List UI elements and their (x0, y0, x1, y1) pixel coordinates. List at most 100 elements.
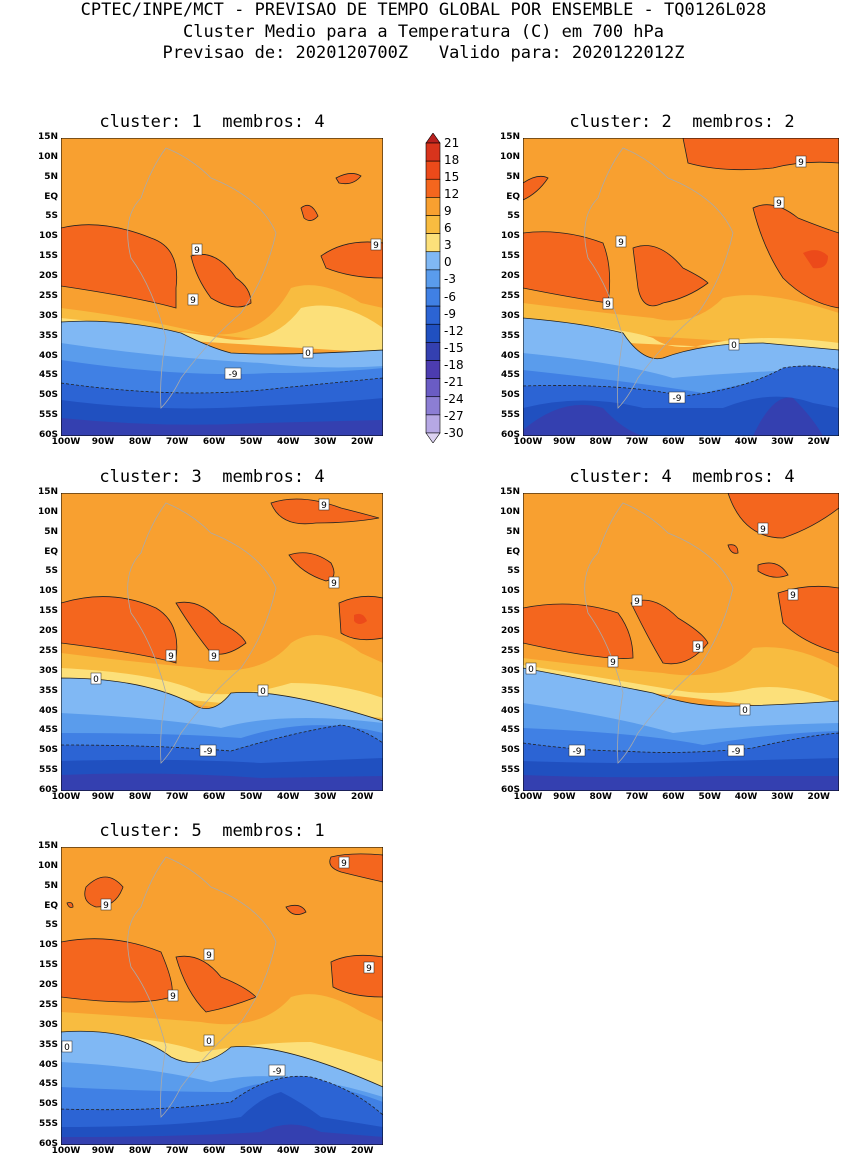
lat-tick-label: 25S (38, 999, 58, 1010)
lon-tick-label: 80W (589, 792, 612, 802)
lon-tick-label: 60W (202, 437, 226, 447)
lat-tick-label: 30S (500, 665, 520, 676)
contour-label-text: -9 (673, 394, 682, 404)
lon-tick-label: 80W (589, 437, 612, 447)
lon-tick-label: 80W (128, 792, 152, 802)
lat-tick-label: EQ (44, 191, 58, 202)
contour-label-text: 0 (260, 687, 266, 697)
lat-tick-label: 20S (38, 271, 58, 282)
contour-label-1 (191, 243, 203, 256)
lat-tick-label: 15N (37, 841, 58, 851)
lat-tick-label: 5S (507, 566, 520, 577)
map-plot: 9 9 9 9 9 0 0 -9 -9 (523, 493, 839, 791)
lat-tick-label: 35S (500, 685, 520, 696)
lon-tick-label: 20W (351, 792, 374, 802)
contour-label-text: 9 (321, 501, 327, 511)
panel-cluster-2: cluster: 2 membros: 2 9 9 9 9 0 -9 (493, 112, 843, 447)
contour-label-text: 9 (103, 901, 109, 911)
colorbar-swatch (425, 360, 441, 379)
lon-tick-label: 90W (553, 792, 576, 802)
lat-tick-label: 55S (500, 765, 520, 776)
lat-tick-label: 30S (500, 310, 520, 321)
lat-tick-label: 45S (38, 725, 58, 736)
panel-title: cluster: 1 membros: 4 (99, 112, 325, 132)
lat-tick-label: 45S (500, 725, 520, 736)
colorbar-swatch (425, 178, 441, 198)
colorbar-swatch (425, 396, 441, 416)
lon-tick-label: 40W (276, 1146, 300, 1156)
lon-tick-label: 20W (807, 437, 830, 447)
lon-tick-label: 70W (625, 792, 649, 802)
lat-tick-label: 50S (38, 745, 58, 756)
lon-tick-label: 60W (662, 437, 685, 447)
lat-tick-label: 60S (500, 785, 520, 795)
lat-tick-label: 10S (38, 586, 58, 597)
lat-tick-label: 35S (500, 330, 520, 341)
map-plot: 9 9 9 0 -9 (61, 138, 383, 436)
lat-tick-label: 40S (38, 705, 58, 716)
lat-tick-label: 5S (45, 211, 58, 222)
lon-tick-label: 100W (51, 1146, 81, 1156)
lat-tick-label: 10S (500, 586, 520, 597)
lat-tick-label: 5N (44, 526, 58, 537)
lat-tick-label: 5N (506, 171, 520, 182)
contour-label-text: 0 (93, 675, 99, 685)
panel-title: cluster: 4 membros: 4 (569, 467, 795, 487)
lat-tick-label: 30S (38, 665, 58, 676)
lat-tick-label: 25S (500, 290, 520, 301)
lon-tick-label: 100W (513, 437, 543, 447)
lat-tick-label: 15N (37, 132, 58, 142)
lon-tick-label: 50W (239, 792, 263, 802)
lat-tick-label: 50S (500, 745, 520, 756)
lon-tick-label: 70W (165, 792, 189, 802)
lat-tick-label: EQ (44, 546, 58, 557)
contour-label-text: 9 (168, 652, 174, 662)
colorbar-label: -12 (444, 323, 464, 338)
contour-label-text: 0 (528, 665, 534, 675)
colorbar-label: 6 (444, 221, 452, 236)
colorbar-label: 9 (444, 204, 452, 219)
lat-tick-label: 60S (38, 430, 58, 440)
lon-tick-label: 30W (771, 437, 794, 447)
contour-label-text: 9 (605, 300, 611, 310)
panel-title: cluster: 5 membros: 1 (99, 821, 325, 841)
colorbar-swatch (425, 378, 441, 398)
lat-tick-label: EQ (506, 191, 520, 202)
lat-tick-label: 25S (500, 645, 520, 656)
colorbar-label: -24 (444, 391, 464, 406)
colorbar-label: -30 (444, 426, 464, 440)
colorbar (425, 133, 441, 443)
lon-tick-label: 50W (239, 1146, 263, 1156)
contour-label-text: 9 (211, 652, 217, 662)
colorbar-label: -27 (444, 408, 464, 423)
lat-tick-label: 50S (38, 390, 58, 401)
contour-label-text: -9 (204, 747, 213, 757)
lat-tick-label: 45S (38, 370, 58, 381)
lat-tick-label: 5S (507, 211, 520, 222)
panel-title: cluster: 2 membros: 2 (569, 112, 795, 132)
lat-tick-label: 35S (38, 1039, 58, 1050)
contour-label-text: 9 (331, 579, 337, 589)
lat-tick-label: 5N (44, 880, 58, 891)
lat-tick-label: 35S (38, 330, 58, 341)
colorbar-swatch (425, 142, 441, 162)
contour-label-text: 9 (373, 241, 379, 251)
contour-label-text: 9 (190, 296, 196, 306)
lon-tick-label: 80W (128, 437, 152, 447)
lat-tick-label: 45S (500, 370, 520, 381)
colorbar-swatch (425, 342, 441, 361)
colorbar-label: 21 (444, 136, 460, 150)
contour-label-text: 0 (305, 349, 311, 359)
lat-tick-label: 15N (499, 487, 520, 497)
lon-tick-label: 70W (165, 437, 189, 447)
colorbar-label: -15 (444, 340, 464, 355)
contour-label-text: 0 (206, 1037, 212, 1047)
contour-label-text: -9 (273, 1067, 282, 1077)
lat-tick-label: 5N (44, 171, 58, 182)
contour-label-text: -9 (732, 747, 741, 757)
colorbar-swatch (425, 251, 441, 271)
lat-tick-label: 55S (38, 1119, 58, 1130)
colorbar-swatch (425, 197, 441, 216)
lat-tick-label: 20S (38, 626, 58, 637)
header-line-2: Cluster Medio para a Temperatura (C) em … (182, 22, 665, 42)
